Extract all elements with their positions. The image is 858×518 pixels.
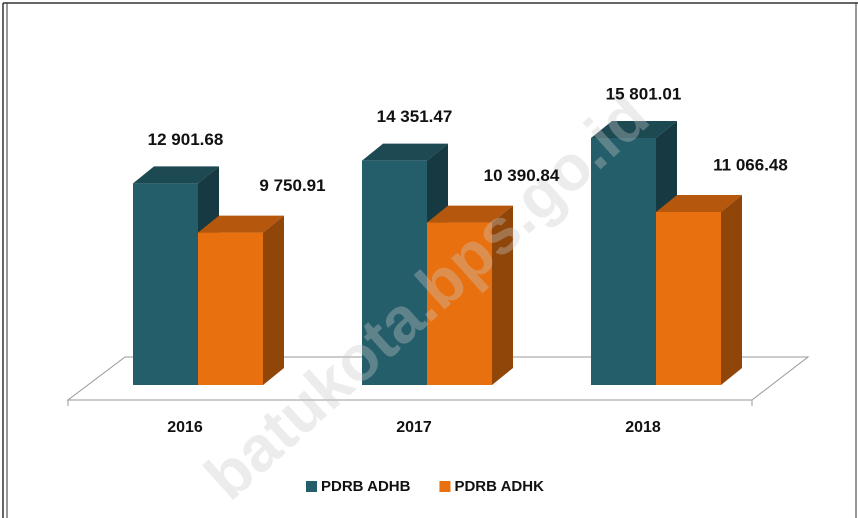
data-label: 10 390.84 xyxy=(484,166,560,185)
bar xyxy=(591,138,656,385)
bar xyxy=(198,232,263,385)
bars xyxy=(133,121,742,385)
bar xyxy=(133,183,198,385)
x-tick-label: 2018 xyxy=(625,419,661,436)
bar-top xyxy=(133,166,219,184)
data-label: 11 066.48 xyxy=(713,155,788,174)
legend-label: PDRB ADHK xyxy=(454,478,544,495)
data-label: 14 351.47 xyxy=(377,107,453,126)
bar xyxy=(362,160,427,385)
bar-side xyxy=(492,205,513,385)
bar-top xyxy=(656,195,742,213)
x-tick-label: 2017 xyxy=(396,419,432,436)
x-tick-label: 2016 xyxy=(167,419,203,436)
bar-top xyxy=(427,205,513,223)
data-label: 12 901.68 xyxy=(148,130,224,149)
legend-label: PDRB ADHB xyxy=(321,478,411,495)
bar-side xyxy=(263,215,284,385)
bar-top xyxy=(591,121,677,138)
legend-swatch xyxy=(306,481,317,492)
bar-top xyxy=(198,215,284,233)
bar-side xyxy=(721,195,742,385)
data-label: 9 750.91 xyxy=(259,176,325,195)
bar xyxy=(427,222,492,385)
bar xyxy=(656,212,721,385)
legend-swatch xyxy=(439,481,451,492)
bar-top xyxy=(362,143,448,161)
data-label: 15 801.01 xyxy=(606,84,682,103)
